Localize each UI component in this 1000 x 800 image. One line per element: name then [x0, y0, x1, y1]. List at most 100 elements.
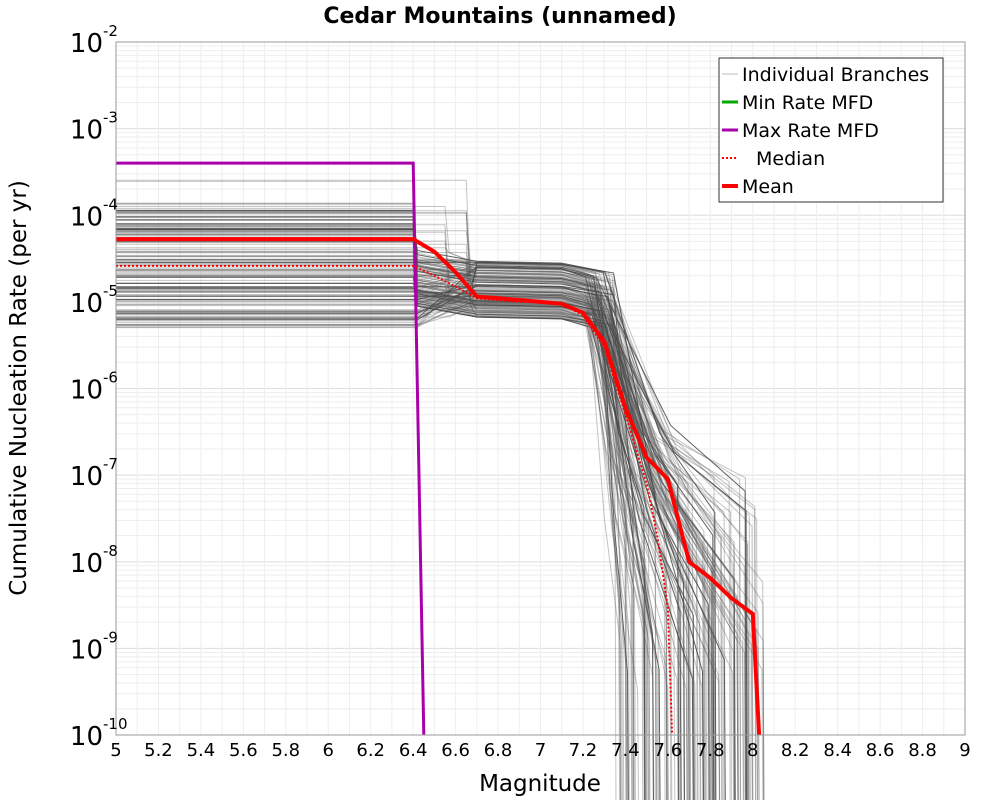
x-tick-label: 8.4 — [823, 740, 852, 761]
branch-line — [116, 262, 735, 800]
y-tick-exponent: -7 — [103, 455, 118, 473]
branch-line — [116, 284, 726, 800]
y-tick-label: 10 — [70, 376, 103, 406]
branch-line — [116, 295, 672, 800]
branch-line — [116, 306, 634, 800]
y-tick-label: 10 — [70, 202, 103, 232]
legend-box — [718, 57, 944, 203]
branch-line — [116, 283, 713, 800]
x-tick-label: 5.8 — [271, 740, 300, 761]
branch-line — [116, 206, 715, 800]
x-tick-label: 8.8 — [908, 740, 937, 761]
plot-frame — [115, 41, 966, 736]
branch-line — [116, 231, 690, 800]
series-lines — [116, 161, 762, 736]
branch-line — [116, 264, 622, 800]
branch-line — [116, 289, 625, 800]
series-median-line — [116, 264, 674, 736]
branch-line — [116, 269, 639, 800]
branch-line — [116, 298, 713, 800]
branch-line — [116, 224, 739, 800]
branch-line — [116, 300, 647, 800]
branch-line — [116, 299, 650, 800]
legend-label: Max Rate MFD — [742, 120, 879, 142]
branch-line — [116, 263, 668, 800]
y-tick-label: 10 — [70, 549, 103, 579]
x-tick-label: 7.2 — [569, 740, 598, 761]
x-tick-label: 8.2 — [781, 740, 810, 761]
y-tick-exponent: -3 — [103, 109, 118, 127]
x-tick-label: 7.6 — [654, 740, 683, 761]
x-tick-label: 8.6 — [866, 740, 895, 761]
y-tick-exponent: -8 — [103, 542, 118, 560]
branch-line — [116, 274, 655, 800]
branch-line — [116, 250, 757, 800]
x-tick-label: 5.2 — [144, 740, 173, 761]
branch-line — [116, 263, 759, 800]
legend-label: Individual Branches — [742, 64, 929, 86]
y-tick-label: 10 — [70, 722, 103, 752]
x-tick-label: 9 — [959, 740, 970, 761]
y-tick-exponent: -2 — [103, 22, 118, 40]
legend: Individual Branches Min Rate MFD Max Rate … — [718, 57, 944, 203]
branch-line — [116, 275, 659, 800]
x-tick-label: 6.2 — [356, 740, 385, 761]
x-tick-label: 6 — [323, 740, 334, 761]
x-tick-label: 6.8 — [484, 740, 513, 761]
chart-title: Cedar Mountains (unnamed) — [323, 4, 676, 29]
branch-line — [116, 247, 698, 800]
branch-line — [116, 212, 749, 800]
branch-line — [116, 267, 633, 800]
x-tick-label: 5.4 — [187, 740, 216, 761]
x-tick-label: 6.6 — [441, 740, 470, 761]
y-tick-exponent: -5 — [103, 282, 118, 300]
branch-line — [116, 262, 704, 800]
branch-line — [116, 230, 714, 800]
branch-line — [116, 271, 657, 800]
y-tick-label: 10 — [70, 29, 103, 59]
y-tick-exponent: -9 — [103, 628, 118, 646]
x-tick-label: 7.4 — [611, 740, 640, 761]
legend-label: Min Rate MFD — [742, 92, 873, 114]
branch-line — [116, 274, 622, 800]
x-tick-label: 7 — [535, 740, 546, 761]
branch-line — [116, 299, 680, 800]
branch-line — [116, 294, 676, 800]
series-max-rate-line — [116, 161, 426, 736]
branch-line — [116, 269, 745, 800]
y-tick-label: 10 — [70, 289, 103, 319]
x-axis-label: Magnitude — [479, 771, 601, 797]
branch-line — [116, 272, 711, 800]
series-mean-line — [116, 237, 762, 736]
x-tick-label: 7.8 — [696, 740, 725, 761]
branch-line — [116, 212, 723, 800]
branch-line — [116, 287, 748, 800]
branch-line — [116, 261, 660, 800]
legend-label: Mean — [742, 176, 794, 198]
y-tick-exponent: -6 — [103, 369, 118, 387]
branch-line — [116, 259, 736, 800]
x-tick-label: 5.6 — [229, 740, 258, 761]
branch-line — [116, 258, 658, 800]
branch-line — [116, 240, 621, 800]
branch-line — [116, 260, 630, 800]
branch-line — [116, 266, 646, 800]
branch-line — [116, 284, 654, 800]
branch-line — [116, 295, 646, 800]
branch-line — [116, 275, 623, 800]
individual-branches — [116, 179, 765, 800]
branch-line — [116, 292, 648, 800]
branch-line — [116, 289, 691, 800]
x-tick-label: 6.4 — [399, 740, 428, 761]
branch-line — [116, 179, 645, 800]
x-tick-label: 8 — [747, 740, 758, 761]
branch-line — [116, 210, 657, 800]
y-tick-exponent: -10 — [103, 715, 128, 733]
branch-line — [116, 302, 644, 800]
x-tick-label: 5 — [110, 740, 121, 761]
y-axis-ticks: 10-210-310-410-510-610-710-810-910-10 — [70, 22, 128, 752]
y-axis-label: Cumulative Nucleation Rate (per yr) — [6, 180, 32, 596]
y-tick-exponent: -4 — [103, 195, 118, 213]
y-tick-label: 10 — [70, 635, 103, 665]
